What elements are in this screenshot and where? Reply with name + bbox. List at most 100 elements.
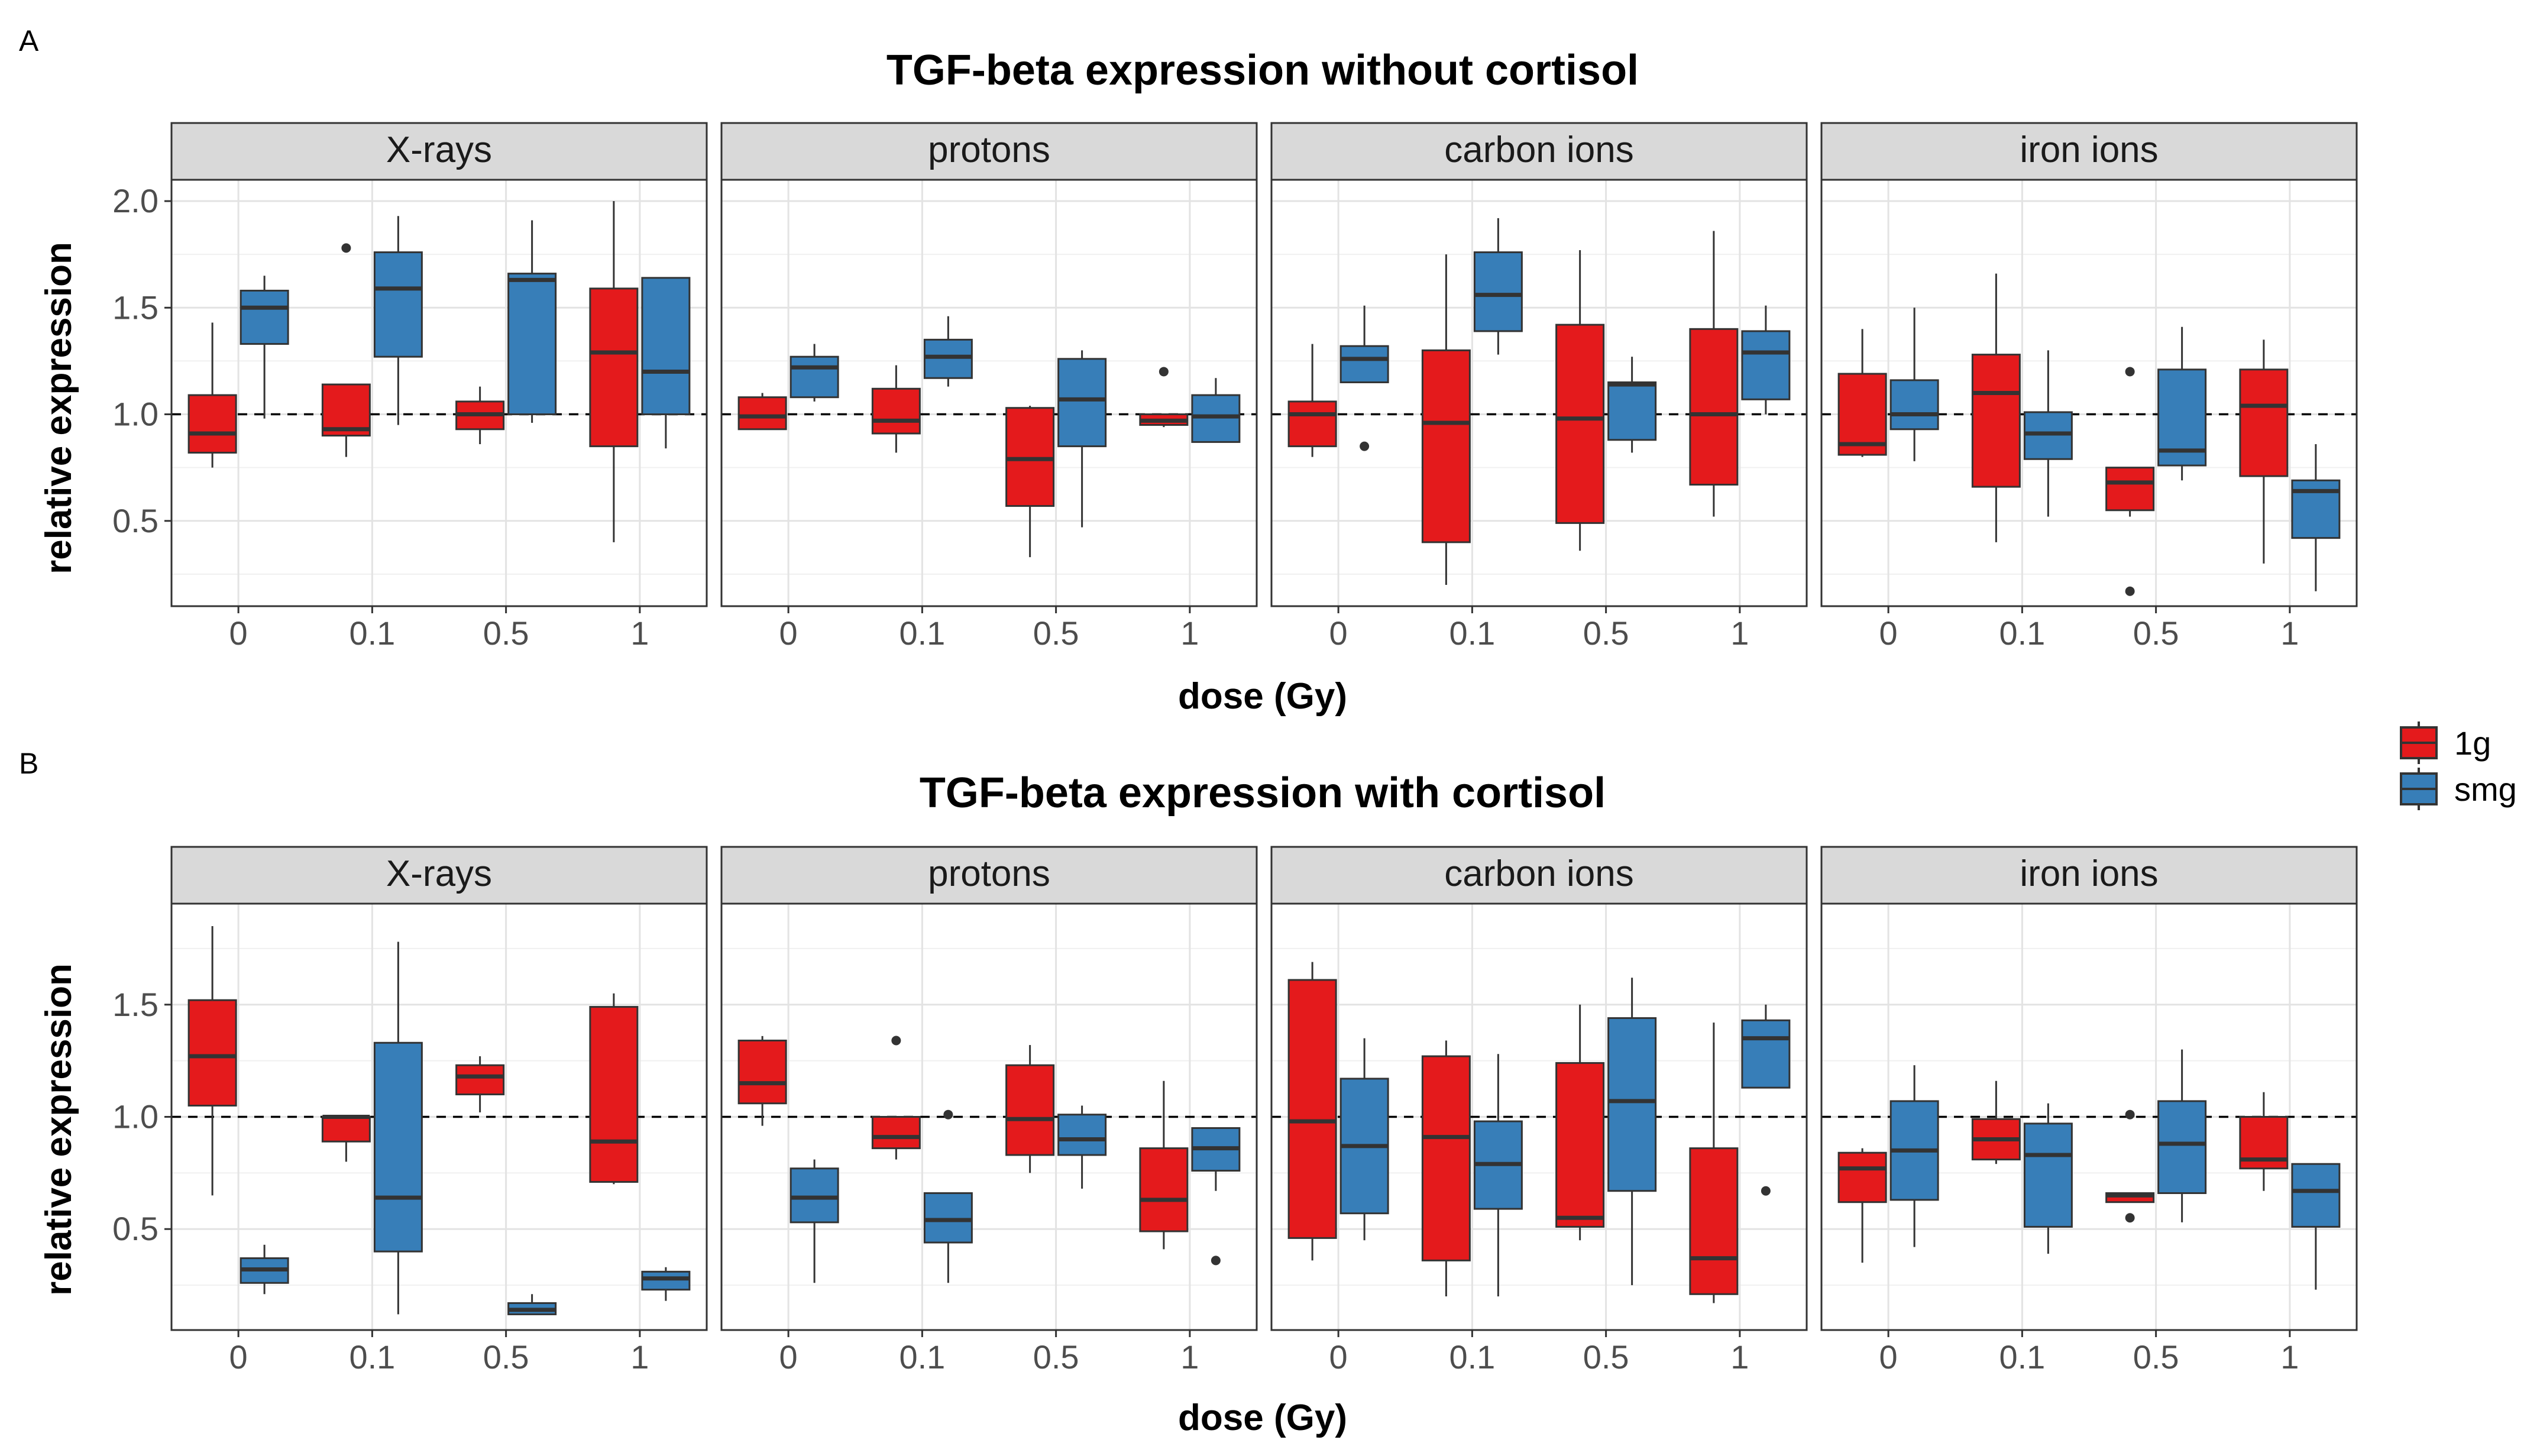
panel-border <box>720 902 1258 1331</box>
x-tick-label: 1 <box>2280 614 2299 652</box>
box-1g-dose-0-5 <box>455 1056 505 1112</box>
y-tick-label: 1.5 <box>112 289 158 326</box>
x-tick-label: 1 <box>2280 1338 2299 1376</box>
facet-strip <box>1820 122 2358 181</box>
box-1g-dose-1 <box>1689 1023 1739 1303</box>
box-1g-dose-1 <box>589 201 639 542</box>
box-body <box>187 999 237 1107</box>
legend: 1g smg <box>2400 721 2517 810</box>
box-body <box>789 355 839 399</box>
facet-strip <box>1270 122 1808 181</box>
box-smg-dose-0-1 <box>2023 350 2073 517</box>
facet-strip <box>170 846 708 905</box>
facet-x-rays: X-rays 0 0.1 0.5 1 0.5 1.0 1.5 <box>112 846 708 1376</box>
x-tick-label: 0.1 <box>899 614 945 652</box>
legend-label-smg: smg <box>2454 771 2517 808</box>
box-body <box>923 338 973 379</box>
legend-label-1g: 1g <box>2454 724 2491 762</box>
box-body <box>1287 400 1337 448</box>
outlier-point <box>2125 1213 2135 1223</box>
box-body <box>2023 411 2073 460</box>
box-smg-dose-0-5 <box>507 220 557 423</box>
box-1g-dose-0 <box>737 393 787 431</box>
y-tick-label: 0.5 <box>112 1210 158 1247</box>
outlier-point <box>341 243 351 253</box>
outlier-point <box>943 1109 953 1119</box>
x-tick-label: 0.1 <box>1449 614 1495 652</box>
box-smg-dose-0 <box>240 276 289 419</box>
box-1g-dose-0 <box>1837 1148 1887 1263</box>
box-body <box>240 289 289 345</box>
facet-strip <box>1820 846 2358 905</box>
box-1g-dose-1 <box>2239 339 2289 564</box>
facet-iron-ions: iron ions 0 0.1 0.5 1 <box>1820 122 2358 652</box>
box-body <box>2157 1100 2207 1195</box>
facet-x-rays: X-rays 0 0.1 0.5 1 0.5 1.0 1.5 2.0 <box>112 122 708 652</box>
box-smg-dose-1 <box>1191 1127 1241 1266</box>
box-body <box>455 1064 505 1096</box>
box-body <box>1057 1114 1107 1156</box>
box-body <box>1555 1062 1605 1228</box>
box-body <box>1421 349 1471 543</box>
box-body <box>589 1006 639 1183</box>
box-body <box>1139 1147 1189 1232</box>
panel-border <box>1820 902 2358 1331</box>
x-tick-label: 1 <box>1730 614 1749 652</box>
box-1g-dose-0-1 <box>1421 254 1471 585</box>
box-1g-dose-1 <box>1139 367 1189 428</box>
box-smg-dose-1 <box>641 1267 691 1301</box>
box-smg-dose-0-5 <box>2157 326 2207 481</box>
x-tick-label: 0.1 <box>899 1338 945 1376</box>
x-tick-label: 0.1 <box>1999 1338 2045 1376</box>
box-smg-dose-0 <box>1339 305 1389 451</box>
x-tick-label: 1 <box>1730 1338 1749 1376</box>
x-axis-title: dose (Gy) <box>1178 1397 1347 1438</box>
x-tick-label: 0.5 <box>2133 614 2179 652</box>
facet-strip-label: carbon ions <box>1444 130 1634 170</box>
x-axis-title: dose (Gy) <box>1178 676 1347 717</box>
panel-border <box>1820 179 2358 607</box>
x-tick-label: 0 <box>1329 1338 1348 1376</box>
box-body <box>2105 467 2155 512</box>
box-1g-dose-0-1 <box>1971 273 2021 542</box>
box-body <box>923 1192 973 1244</box>
box-smg-dose-1 <box>1741 305 1791 415</box>
panel-border <box>1270 179 1808 607</box>
box-1g-dose-0-1 <box>871 365 921 453</box>
box-smg-dose-0-1 <box>1473 1054 1523 1297</box>
box-body <box>321 383 371 437</box>
box-1g-dose-1 <box>589 993 639 1185</box>
x-tick-label: 1 <box>630 1338 649 1376</box>
box-body <box>373 251 423 358</box>
box-1g-dose-0 <box>187 322 237 468</box>
box-body <box>1741 1019 1791 1089</box>
facet-iron-ions: iron ions 0 0.1 0.5 1 <box>1820 846 2358 1376</box>
box-smg-dose-0 <box>240 1244 289 1295</box>
panel-letter: B <box>19 747 38 780</box>
box-smg-dose-0-1 <box>923 1109 973 1283</box>
panel-border <box>1270 902 1808 1331</box>
box-body <box>1473 251 1523 332</box>
box-body <box>1689 328 1739 486</box>
facet-protons: protons 0 0.1 0.5 1 <box>720 122 1258 652</box>
x-tick-label: 0 <box>229 614 248 652</box>
box-body <box>1689 1147 1739 1295</box>
box-1g-dose-0-5 <box>1005 406 1055 558</box>
box-body <box>1005 407 1055 507</box>
x-tick-label: 0 <box>779 1338 798 1376</box>
box-1g-dose-0-1 <box>321 243 371 457</box>
facet-strip <box>170 122 708 181</box>
y-tick-label: 0.5 <box>112 502 158 539</box>
x-tick-label: 0 <box>1879 614 1898 652</box>
box-smg-dose-0-5 <box>1057 1105 1107 1189</box>
box-body <box>1005 1064 1055 1156</box>
box-body <box>1837 1151 1887 1203</box>
box-smg-dose-1 <box>1191 378 1241 443</box>
y-axis-title: relative expression <box>38 242 79 574</box>
box-body <box>1741 330 1791 400</box>
outlier-point <box>1211 1256 1221 1266</box>
facet-carbon-ions: carbon ions 0 0.1 0.5 1 <box>1270 122 1808 652</box>
legend-item-smg: smg <box>2400 768 2517 810</box>
box-body <box>737 1039 787 1105</box>
box-smg-dose-0-5 <box>1607 978 1657 1286</box>
